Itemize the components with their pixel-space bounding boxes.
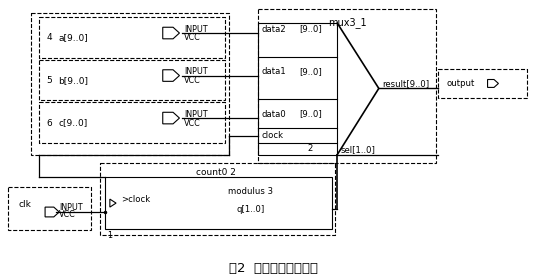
Text: >clock: >clock <box>121 195 150 204</box>
Bar <box>39 17 224 58</box>
Text: clock: clock <box>261 131 283 140</box>
Bar <box>258 9 436 163</box>
Text: output: output <box>446 79 474 88</box>
Text: c[9..0]: c[9..0] <box>58 118 88 128</box>
Bar <box>100 163 335 235</box>
Text: data1: data1 <box>261 67 286 76</box>
Text: VCC: VCC <box>184 118 201 128</box>
Text: 5: 5 <box>46 76 52 85</box>
Text: INPUT: INPUT <box>60 203 83 212</box>
Text: sel[1..0]: sel[1..0] <box>340 145 375 154</box>
Text: 4: 4 <box>46 33 52 43</box>
Text: clk: clk <box>19 200 32 208</box>
Text: 6: 6 <box>46 118 52 128</box>
Text: INPUT: INPUT <box>184 24 207 34</box>
Text: 2: 2 <box>307 144 313 153</box>
Text: [9..0]: [9..0] <box>300 110 323 119</box>
Text: result[9..0]: result[9..0] <box>382 79 429 88</box>
Text: INPUT: INPUT <box>184 110 207 119</box>
Bar <box>258 23 337 155</box>
Text: b[9..0]: b[9..0] <box>58 76 88 85</box>
Text: VCC: VCC <box>184 76 201 85</box>
Text: [9..0]: [9..0] <box>300 67 323 76</box>
Text: data0: data0 <box>261 110 286 119</box>
Text: 1: 1 <box>108 231 112 240</box>
Text: data2: data2 <box>261 24 286 34</box>
Text: VCC: VCC <box>60 210 76 219</box>
Bar <box>8 187 91 230</box>
Bar <box>39 102 224 143</box>
Text: INPUT: INPUT <box>184 67 207 76</box>
Text: a[9..0]: a[9..0] <box>58 33 88 43</box>
Text: mux3_1: mux3_1 <box>328 17 366 28</box>
Text: count0 2: count0 2 <box>195 168 235 177</box>
Text: VCC: VCC <box>184 33 201 43</box>
Text: 图2  三路数据合并电路: 图2 三路数据合并电路 <box>228 262 318 275</box>
Bar <box>438 69 527 98</box>
Text: q[1..0]: q[1..0] <box>236 205 264 214</box>
Text: [9..0]: [9..0] <box>300 24 323 34</box>
Bar <box>39 60 224 100</box>
Text: modulus 3: modulus 3 <box>228 187 273 196</box>
Bar <box>105 177 333 229</box>
Bar <box>31 13 229 155</box>
